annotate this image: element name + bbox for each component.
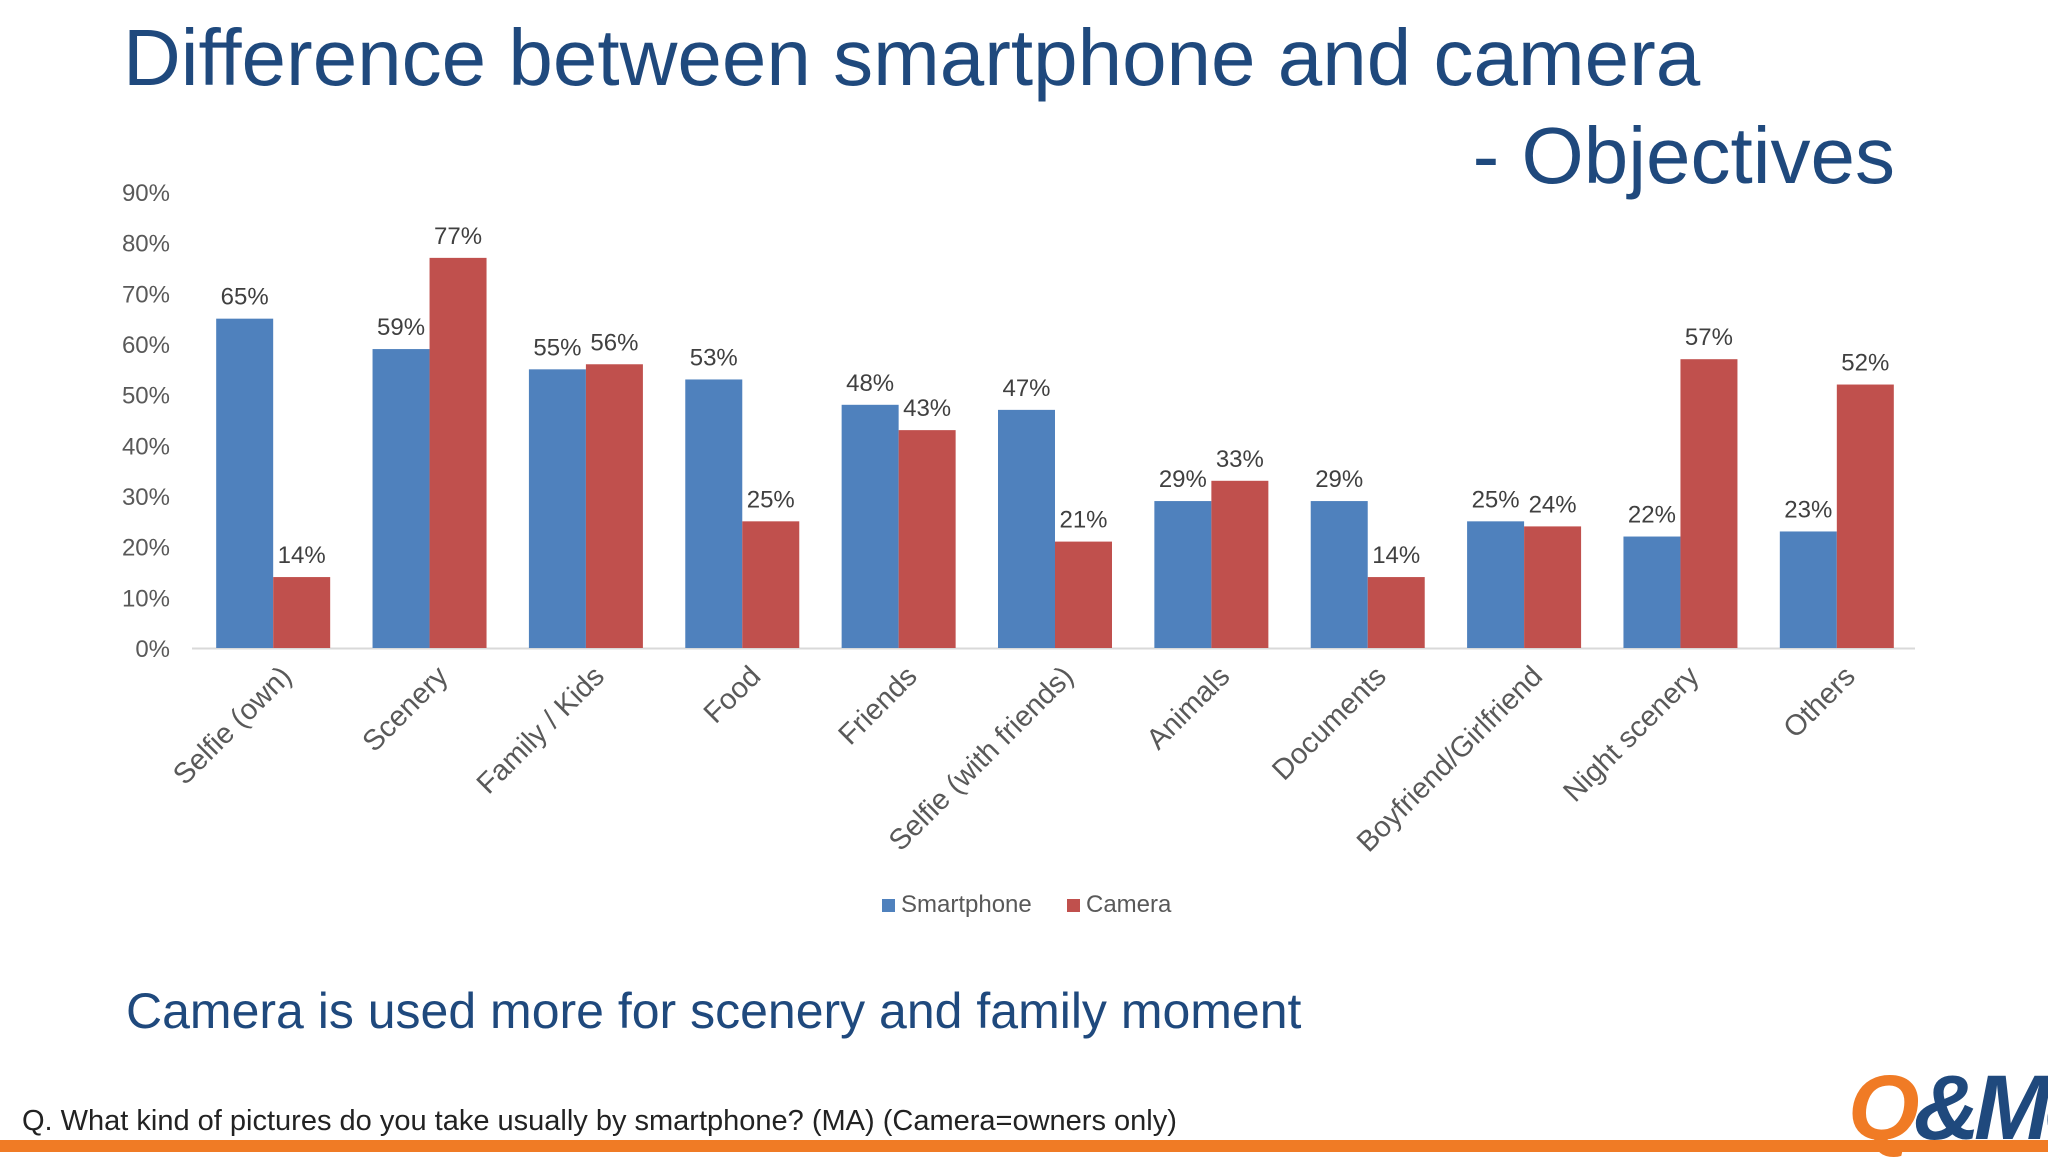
y-tick-label: 0% (135, 636, 170, 663)
conclusion-text: Camera is used more for scenery and fami… (126, 983, 1302, 1039)
data-label: 65% (221, 284, 269, 311)
data-label: 29% (1315, 466, 1363, 493)
legend-swatch-camera (1067, 899, 1080, 912)
bar-smartphone (841, 404, 899, 648)
bar-camera (1211, 480, 1269, 648)
data-label: 57% (1685, 324, 1733, 351)
footer-accent-bar (0, 1140, 2048, 1152)
data-label: 47% (1002, 375, 1050, 402)
x-tick-label: Friends (833, 660, 924, 751)
bar-smartphone (998, 409, 1055, 648)
data-label: 24% (1529, 491, 1577, 518)
bar-camera (1680, 359, 1738, 648)
bar-smartphone (528, 369, 586, 648)
page-title: Difference between smartphone and camera (123, 13, 1701, 102)
x-tick-label: Others (1778, 660, 1862, 744)
page-title-line2: - Objectives (1472, 111, 1895, 200)
x-tick-label: Selfie (own) (167, 660, 298, 791)
company-logo: Q&Me (1848, 1062, 2048, 1154)
data-label: 48% (846, 370, 894, 397)
x-tick-label: Night scenery (1557, 660, 1705, 808)
data-label: 14% (1372, 542, 1420, 569)
bar-smartphone (1623, 536, 1681, 648)
y-tick-label: 80% (122, 231, 170, 258)
logo-q: Q (1848, 1057, 1920, 1159)
x-tick-label: Scenery (357, 660, 455, 758)
bar-smartphone (1779, 531, 1837, 648)
data-label: 52% (1841, 350, 1889, 377)
bar-camera (742, 521, 800, 648)
bar-smartphone (1310, 501, 1368, 648)
y-tick-label: 20% (122, 535, 170, 562)
y-tick-label: 60% (122, 332, 170, 359)
data-label: 21% (1059, 507, 1107, 534)
bar-camera (1367, 577, 1425, 648)
data-label: 55% (533, 334, 581, 361)
data-label: 56% (590, 329, 638, 356)
bar-camera (429, 257, 487, 648)
data-label: 33% (1216, 446, 1264, 473)
x-tick-label: Animals (1141, 660, 1237, 756)
bar-smartphone (216, 318, 274, 648)
y-tick-label: 90% (122, 180, 170, 207)
bar-camera (1524, 526, 1582, 648)
data-label: 25% (747, 486, 795, 513)
data-label: 59% (377, 314, 425, 341)
data-label: 23% (1784, 496, 1832, 523)
bar-camera (1055, 541, 1112, 648)
y-tick-label: 10% (122, 585, 170, 612)
y-tick-label: 40% (122, 433, 170, 460)
y-tick-label: 50% (122, 383, 170, 410)
question-text: Q. What kind of pictures do you take usu… (22, 1105, 1177, 1137)
data-label: 25% (1472, 486, 1520, 513)
x-tick-label: Family / Kids (471, 660, 611, 800)
bar-camera (273, 577, 331, 648)
bar-camera (898, 430, 956, 648)
y-tick-label: 70% (122, 281, 170, 308)
legend-swatch-smartphone (882, 899, 895, 912)
data-label: 43% (903, 395, 951, 422)
data-label: 22% (1628, 502, 1676, 529)
bar-smartphone (372, 349, 430, 648)
x-tick-label: Food (698, 660, 767, 729)
legend-label: Camera (1086, 891, 1172, 918)
data-label: 14% (278, 542, 326, 569)
bar-smartphone (1154, 501, 1212, 648)
bar-smartphone (685, 379, 743, 648)
x-tick-label: Documents (1266, 660, 1392, 786)
data-label: 77% (434, 223, 482, 250)
bar-camera (585, 364, 643, 648)
bar-camera (1836, 384, 1894, 648)
logo-me: &Me (1913, 1057, 2048, 1159)
y-tick-label: 30% (122, 484, 170, 511)
data-label: 29% (1159, 466, 1207, 493)
data-label: 53% (690, 344, 738, 371)
bar-smartphone (1467, 521, 1525, 648)
legend-label: Smartphone (901, 891, 1032, 918)
bar-chart: 0% 10% 20% 30% 40% 50% 60% 70% 80% 90% 65% 14% Selfi… (122, 180, 1915, 918)
